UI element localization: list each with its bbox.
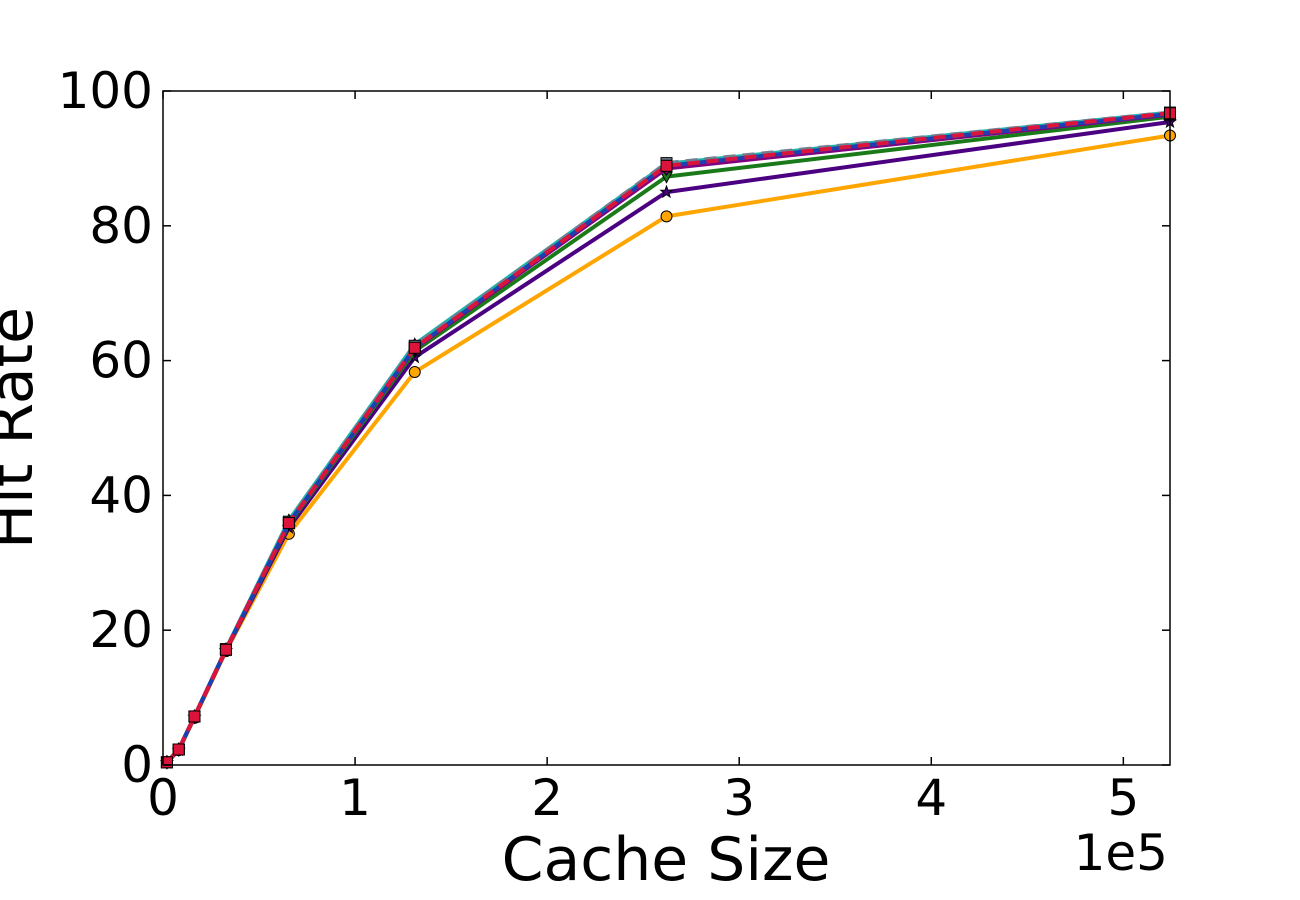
- series-4: [160, 105, 1177, 768]
- data-point: [408, 366, 421, 379]
- series-layer: [159, 105, 1178, 770]
- x-tick-label: 2: [531, 769, 563, 827]
- series-line: [165, 133, 1171, 764]
- x-tick-label: 5: [1107, 769, 1139, 827]
- data-point: [172, 743, 185, 756]
- data-point: [408, 341, 421, 354]
- series-0: [160, 129, 1176, 769]
- y-axis-label: Hit Rate: [0, 307, 47, 549]
- y-tick-label: 80: [89, 197, 153, 255]
- data-point: [188, 710, 201, 723]
- data-point: [282, 517, 295, 530]
- x-axis-label: Cache Size: [502, 825, 831, 895]
- data-point: [660, 210, 673, 223]
- y-tick-label: 100: [58, 62, 153, 120]
- x-tick-label: 0: [147, 769, 179, 827]
- data-point: [219, 643, 232, 656]
- series-2: [160, 111, 1177, 770]
- x-tick-label: 3: [723, 769, 755, 827]
- series-line: [165, 111, 1171, 764]
- ticks-layer: 0 1 2 3 4 5 0 20 40 60 80 100: [58, 62, 1170, 827]
- x-axis-offset-label: 1e5: [1074, 824, 1168, 882]
- series-line: [165, 110, 1171, 764]
- data-point: [659, 184, 674, 199]
- series-5: [160, 106, 1176, 769]
- x-tick-label: 4: [915, 769, 947, 827]
- series-6: [160, 107, 1176, 769]
- y-tick-label: 60: [89, 332, 153, 390]
- y-tick-label: 0: [121, 736, 153, 794]
- data-point: [660, 159, 673, 172]
- y-tick-label: 20: [89, 601, 153, 659]
- x-tick-label: 1: [339, 769, 371, 827]
- y-tick-label: 40: [89, 466, 153, 524]
- series-7: [160, 107, 1176, 769]
- series-3: [160, 107, 1177, 770]
- plot-frame: [162, 90, 1171, 766]
- series-line: [165, 110, 1171, 764]
- data-point: [160, 756, 173, 769]
